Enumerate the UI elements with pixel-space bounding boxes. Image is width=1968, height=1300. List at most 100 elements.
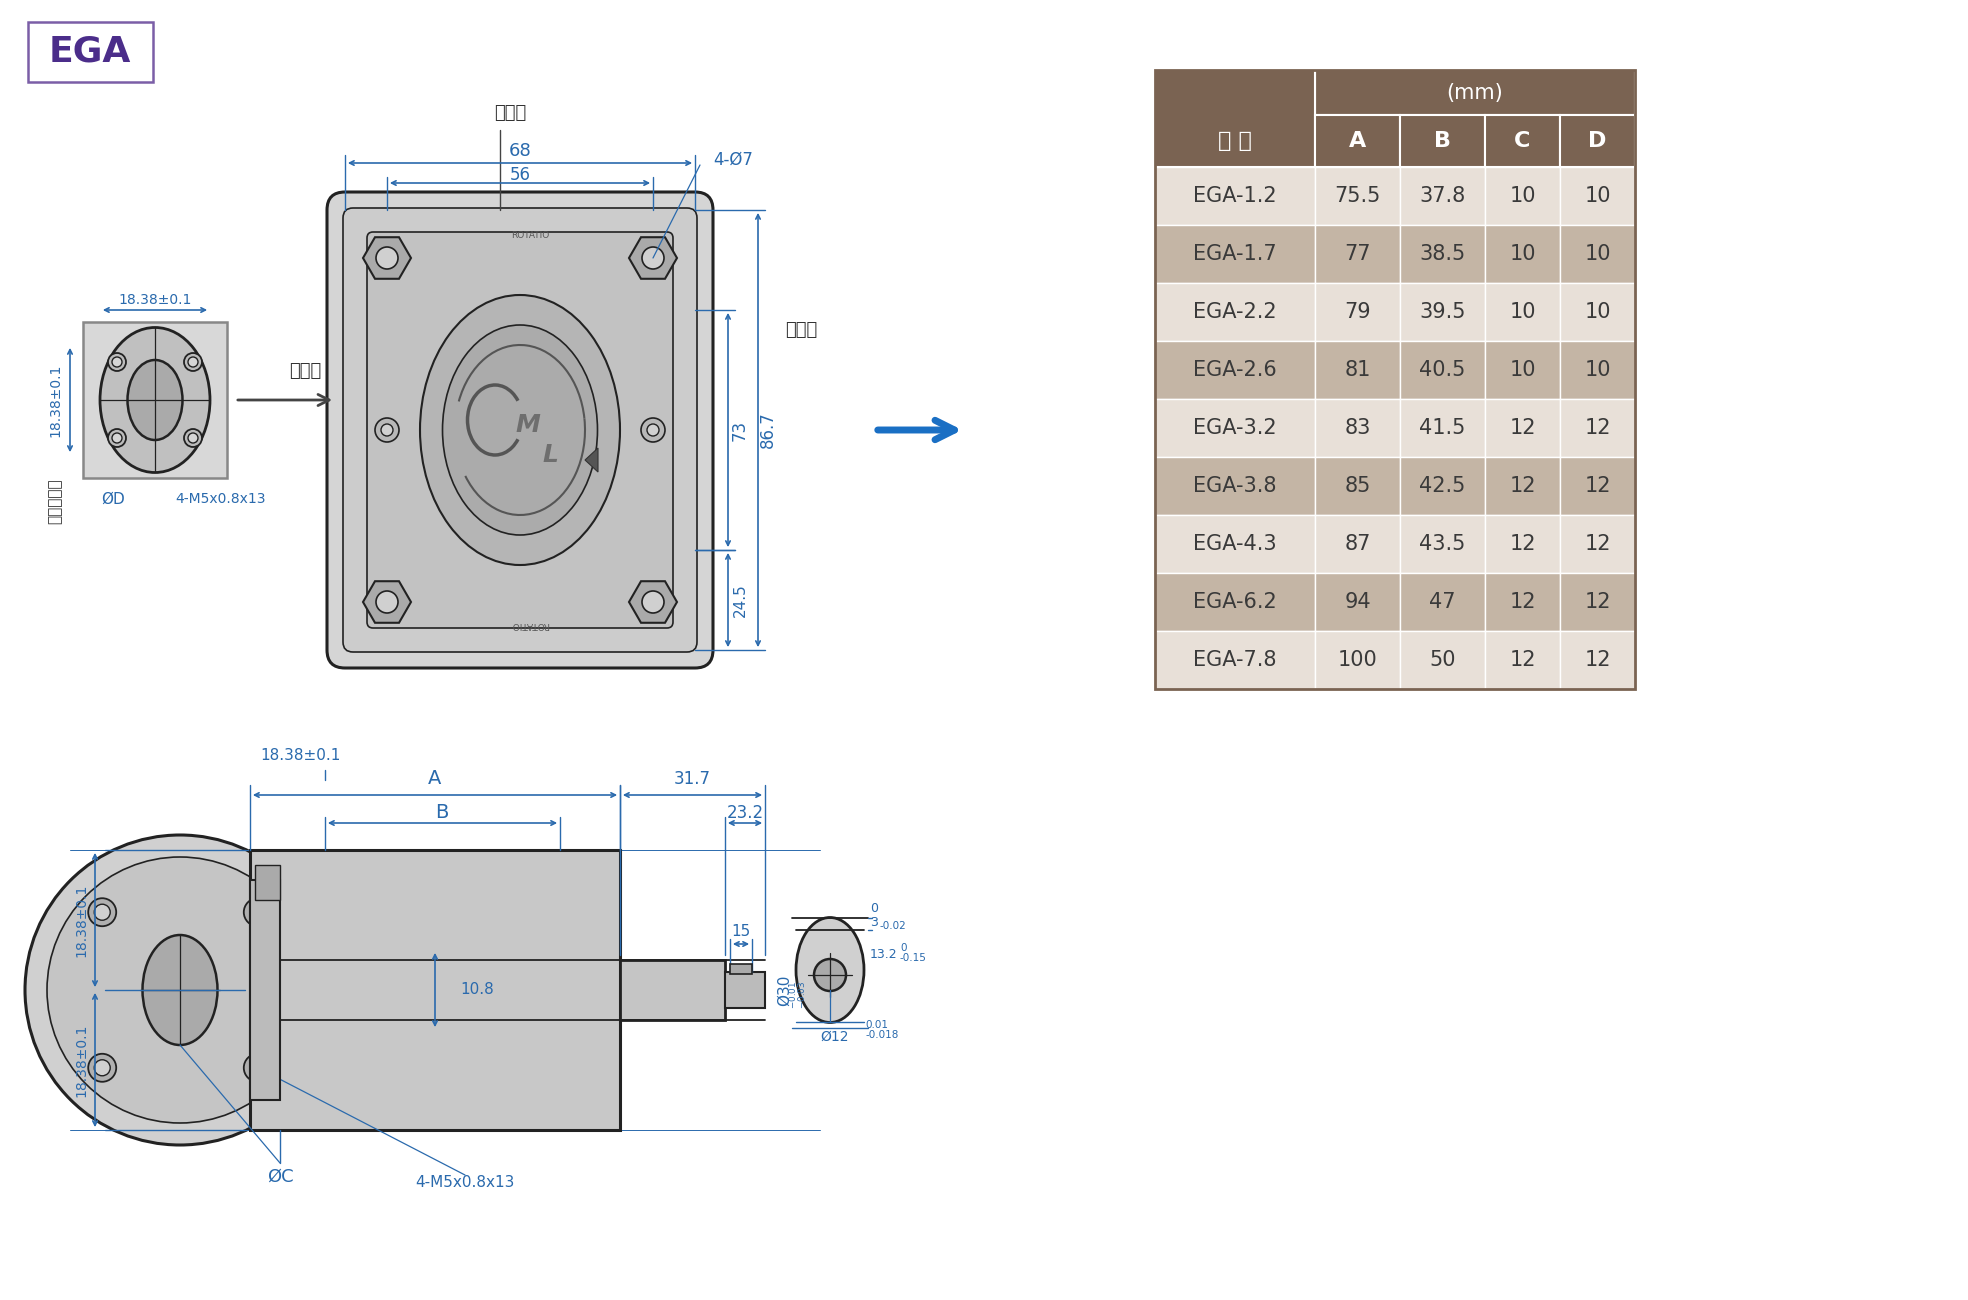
Text: 18.38±0.1: 18.38±0.1 xyxy=(75,883,89,957)
Ellipse shape xyxy=(795,918,864,1023)
Bar xyxy=(1399,114,1486,166)
Text: 13.2: 13.2 xyxy=(870,949,897,962)
Text: 81: 81 xyxy=(1344,360,1370,380)
Text: EGA-3.2: EGA-3.2 xyxy=(1193,419,1277,438)
Text: EGA-1.2: EGA-1.2 xyxy=(1193,186,1277,205)
Circle shape xyxy=(26,835,335,1145)
Text: B: B xyxy=(1435,131,1450,151)
Circle shape xyxy=(376,592,398,614)
Circle shape xyxy=(642,419,665,442)
Text: 79: 79 xyxy=(1344,302,1372,322)
Bar xyxy=(1155,573,1315,630)
Bar xyxy=(1315,573,1399,630)
Text: 12: 12 xyxy=(1584,650,1610,670)
Bar xyxy=(1486,630,1561,689)
Text: ØC: ØC xyxy=(268,1167,293,1186)
Bar xyxy=(1399,283,1486,341)
Bar xyxy=(1399,166,1486,225)
Bar xyxy=(1486,114,1561,166)
Text: B: B xyxy=(435,803,449,823)
Text: -0.018: -0.018 xyxy=(866,1030,897,1040)
Text: EGA-2.2: EGA-2.2 xyxy=(1193,302,1277,322)
Text: EGA: EGA xyxy=(49,35,132,69)
Bar xyxy=(1399,399,1486,458)
Text: -0.15: -0.15 xyxy=(899,953,927,963)
Bar xyxy=(1561,630,1635,689)
Text: 31.7: 31.7 xyxy=(673,770,710,788)
Circle shape xyxy=(94,1060,110,1076)
Text: 0: 0 xyxy=(870,902,878,915)
Text: 15: 15 xyxy=(732,924,750,940)
Circle shape xyxy=(189,433,199,443)
Bar xyxy=(1486,166,1561,225)
Text: 56: 56 xyxy=(510,166,531,185)
Ellipse shape xyxy=(443,325,598,536)
Text: Ø12: Ø12 xyxy=(821,1030,850,1044)
Text: 18.38±0.1: 18.38±0.1 xyxy=(260,747,340,763)
Text: ROTATIO: ROTATIO xyxy=(512,620,549,629)
Bar xyxy=(1486,283,1561,341)
Text: 12: 12 xyxy=(1509,419,1535,438)
Bar xyxy=(1561,399,1635,458)
Bar xyxy=(1315,341,1399,399)
Bar xyxy=(1561,283,1635,341)
Bar xyxy=(1561,341,1635,399)
Circle shape xyxy=(108,429,126,447)
Circle shape xyxy=(94,905,110,920)
FancyBboxPatch shape xyxy=(83,322,226,478)
Bar xyxy=(250,850,620,1130)
Circle shape xyxy=(112,433,122,443)
Bar xyxy=(1486,458,1561,515)
Bar xyxy=(1155,630,1315,689)
Circle shape xyxy=(183,354,203,370)
FancyBboxPatch shape xyxy=(327,192,712,668)
Text: $^{-0.01}_{-0.03}$: $^{-0.01}_{-0.03}$ xyxy=(789,982,809,1009)
Bar xyxy=(1155,70,1315,166)
Bar xyxy=(1315,630,1399,689)
Text: 43.5: 43.5 xyxy=(1419,534,1466,554)
Text: 4-M5x0.8x13: 4-M5x0.8x13 xyxy=(175,491,266,506)
Bar xyxy=(1155,341,1315,399)
Bar xyxy=(256,864,279,900)
Bar xyxy=(1561,225,1635,283)
Text: 37.8: 37.8 xyxy=(1419,186,1466,205)
Text: EGA-7.8: EGA-7.8 xyxy=(1193,650,1277,670)
Text: 24.5: 24.5 xyxy=(732,584,748,618)
Bar xyxy=(1399,630,1486,689)
Text: 4-Ø7: 4-Ø7 xyxy=(712,151,754,169)
Text: 86.7: 86.7 xyxy=(760,412,777,448)
Bar xyxy=(1561,458,1635,515)
Text: -0.02: -0.02 xyxy=(880,920,907,931)
Circle shape xyxy=(189,358,199,367)
Text: 10: 10 xyxy=(1509,186,1535,205)
Text: 40.5: 40.5 xyxy=(1419,360,1466,380)
Text: 23.2: 23.2 xyxy=(726,803,764,822)
Text: Ø30: Ø30 xyxy=(777,974,791,1006)
Text: ROTATIO: ROTATIO xyxy=(512,230,549,239)
Circle shape xyxy=(47,857,313,1123)
Bar xyxy=(724,972,766,1008)
Polygon shape xyxy=(584,448,598,472)
Text: A: A xyxy=(429,770,441,789)
Bar xyxy=(1399,341,1486,399)
Circle shape xyxy=(376,419,400,442)
Text: 18.38±0.1: 18.38±0.1 xyxy=(118,292,191,307)
Bar xyxy=(1315,166,1399,225)
Bar xyxy=(1399,458,1486,515)
Bar xyxy=(1561,515,1635,573)
Circle shape xyxy=(642,592,663,614)
Bar xyxy=(1315,225,1399,283)
Bar xyxy=(1486,399,1561,458)
Text: 入油口: 入油口 xyxy=(289,361,321,380)
Bar xyxy=(1561,573,1635,630)
Bar xyxy=(1155,70,1635,689)
Text: 83: 83 xyxy=(1344,419,1370,438)
Text: 12: 12 xyxy=(1584,592,1610,612)
Text: 0.01: 0.01 xyxy=(866,1020,888,1030)
Circle shape xyxy=(89,898,116,926)
Text: ØD: ØD xyxy=(100,491,124,507)
Ellipse shape xyxy=(142,935,218,1045)
Circle shape xyxy=(647,424,659,436)
Text: 47: 47 xyxy=(1429,592,1456,612)
Text: 10: 10 xyxy=(1584,186,1610,205)
